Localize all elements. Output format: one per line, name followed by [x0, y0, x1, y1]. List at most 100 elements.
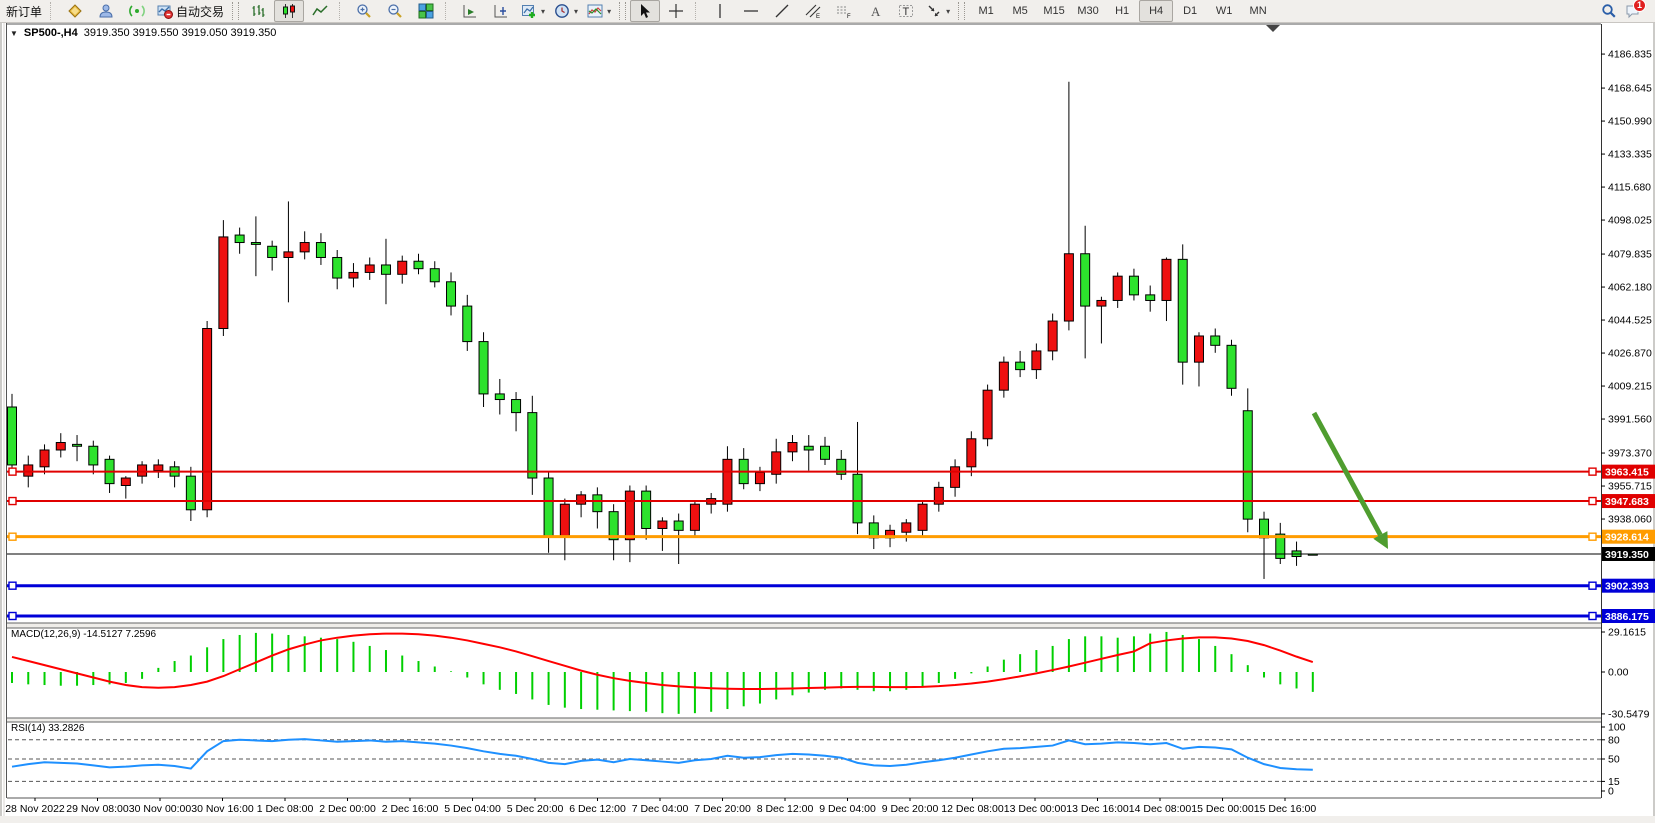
svg-text:3973.370: 3973.370 [1608, 448, 1652, 460]
timeframe-mn[interactable]: MN [1249, 5, 1267, 17]
timeframe-m1[interactable]: M1 [978, 5, 994, 17]
dropdown-caret-icon[interactable]: ▾ [541, 6, 546, 16]
hline-object[interactable]: 3919.350 [7, 547, 1655, 561]
svg-text:4133.335: 4133.335 [1608, 149, 1652, 161]
timeframe-m5[interactable]: M5 [1012, 5, 1028, 17]
svg-text:12 Dec 08:00: 12 Dec 08:00 [941, 803, 1004, 815]
search-button[interactable] [1594, 0, 1624, 22]
svg-text:13 Dec 00:00: 13 Dec 00:00 [1004, 803, 1067, 815]
svg-text:4009.215: 4009.215 [1608, 381, 1652, 393]
candle [852, 421, 863, 535]
notification-count-badge: 1 [1633, 0, 1646, 12]
zoom-out-button[interactable] [380, 0, 410, 22]
svg-text:0.00: 0.00 [1608, 667, 1629, 679]
accounts-icon-button[interactable] [91, 0, 121, 22]
tile-windows-icon [418, 3, 434, 19]
candle [1096, 296, 1107, 344]
svg-text:15 Dec 00:00: 15 Dec 00:00 [1191, 803, 1254, 815]
toolbar-separator [50, 2, 56, 20]
hline-object[interactable]: 3886.175 [7, 609, 1655, 624]
chart-shift-button[interactable] [486, 0, 516, 22]
hline-object[interactable]: 3963.415 [7, 464, 1655, 479]
candle [836, 449, 847, 480]
toolbar: 新订单 自动交易 [0, 0, 1655, 23]
hline-object[interactable]: 3947.683 [7, 494, 1655, 509]
candle [7, 393, 17, 473]
candle [1063, 81, 1074, 331]
autoscroll-button[interactable] [455, 0, 485, 22]
dropdown-caret-icon[interactable]: ▾ [607, 6, 612, 16]
new-order-button[interactable]: 新订单 [2, 0, 46, 22]
toolbar-separator [339, 2, 345, 20]
candle [998, 356, 1009, 398]
candle [787, 435, 798, 462]
horizontal-line-tool[interactable] [736, 0, 766, 22]
candlestick-mode-button[interactable] [274, 0, 305, 22]
trend-arrow-annotation[interactable] [1311, 411, 1388, 549]
gold-diamond-icon [68, 4, 82, 18]
candle [283, 201, 294, 303]
time-axis[interactable]: 28 Nov 2022 29 Nov 08:00 30 Nov 00:00 30 No… [5, 798, 1316, 815]
signals-icon-button[interactable] [122, 0, 152, 22]
timeframe-d1[interactable]: D1 [1183, 5, 1198, 17]
candle [446, 272, 457, 316]
periods-button[interactable]: ▾ [550, 0, 582, 22]
line-chart-mode-button[interactable] [305, 0, 335, 22]
candle [1128, 268, 1139, 301]
timeframe-m30[interactable]: M30 [1077, 5, 1099, 17]
crosshair-tool-button[interactable] [661, 0, 691, 22]
svg-text:30 Nov 00:00: 30 Nov 00:00 [129, 803, 192, 815]
fibonacci-icon: F [837, 6, 851, 19]
new-chart-button[interactable]: ▾ [517, 0, 549, 22]
timeframe-m15[interactable]: M15 [1043, 5, 1065, 17]
horizontal-line-icon [744, 10, 759, 12]
timeframe-w1[interactable]: W1 [1215, 5, 1233, 17]
crosshair-icon [669, 4, 684, 18]
chart-collapse-icon[interactable]: ▼ [10, 28, 18, 38]
candle [364, 257, 375, 280]
bar-chart-mode-button[interactable] [243, 0, 273, 22]
templates-button[interactable]: ▾ [583, 0, 615, 22]
equidistant-channel-tool[interactable]: E [798, 0, 828, 22]
svg-text:4026.870: 4026.870 [1608, 348, 1652, 360]
arrows-tool[interactable]: ▾ [922, 0, 954, 22]
macd-signal-line [11, 632, 1314, 691]
svg-text:4062.180: 4062.180 [1608, 282, 1652, 294]
svg-text:A: A [871, 4, 881, 19]
svg-text:13 Dec 16:00: 13 Dec 16:00 [1066, 803, 1129, 815]
text-tool[interactable]: A [860, 0, 890, 22]
vertical-line-tool[interactable] [705, 0, 735, 22]
svg-text:2 Dec 00:00: 2 Dec 00:00 [319, 803, 376, 815]
candle [689, 500, 700, 536]
hline-object[interactable]: 3928.614 [7, 529, 1655, 544]
label-tool[interactable]: T [891, 0, 921, 22]
chart-shift-marker [1266, 25, 1280, 32]
price-badge: 3919.350 [1602, 547, 1655, 561]
fibonacci-tool[interactable]: F [829, 0, 859, 22]
candle [299, 231, 310, 260]
dropdown-caret-icon[interactable]: ▾ [946, 6, 951, 16]
deposit-icon-button[interactable] [60, 0, 90, 22]
candle [673, 513, 684, 564]
svg-text:3947.683: 3947.683 [1605, 496, 1649, 508]
toolbar-separator [445, 2, 451, 20]
autotrading-button[interactable]: 自动交易 [153, 0, 228, 22]
dropdown-caret-icon[interactable]: ▾ [574, 6, 579, 16]
tile-windows-button[interactable] [411, 0, 441, 22]
candle [462, 294, 473, 351]
notifications-button[interactable]: 1 [1625, 0, 1646, 19]
timeframe-h4[interactable]: H4 [1139, 0, 1174, 22]
trendline-tool[interactable] [767, 0, 797, 22]
timeframe-h1[interactable]: H1 [1115, 5, 1130, 17]
price-axis[interactable]: 4186.835 4168.645 4150.990 4133.335 4115.680… [1601, 49, 1652, 526]
candle [39, 444, 50, 475]
autoscroll-icon [463, 5, 477, 18]
cursor-tool-button[interactable] [630, 0, 661, 22]
svg-text:0: 0 [1608, 786, 1614, 798]
hline-object[interactable]: 3902.393 [7, 578, 1655, 593]
zoom-in-button[interactable] [349, 0, 379, 22]
svg-text:30 Nov 16:00: 30 Nov 16:00 [191, 803, 254, 815]
macd-pane[interactable]: 29.1615 0.00 -30.5479 [11, 626, 1650, 720]
